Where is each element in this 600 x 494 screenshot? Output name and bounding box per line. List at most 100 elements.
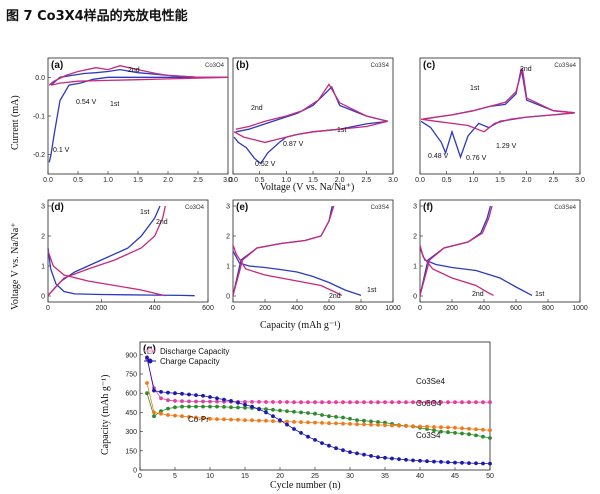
sample-label: Co3O4 <box>205 63 225 69</box>
annotation: 2nd <box>156 219 168 226</box>
series-point-Co3Se4 <box>369 400 373 405</box>
panel-letter: (e) <box>236 202 248 213</box>
series-point-Co3S4 <box>313 438 317 442</box>
series-point-Co3Se4 <box>404 400 408 405</box>
x-tick-label: 0.0 <box>228 177 238 184</box>
series-point-Co3O4 <box>306 411 310 415</box>
series-point-Co-Pr <box>327 421 331 426</box>
y-tick-label: 2 <box>413 234 417 241</box>
series-line-1st-charge <box>47 205 161 296</box>
x-tick-label: 3.0 <box>388 177 398 184</box>
series-point-Co3S4 <box>327 443 331 448</box>
series-point-Co3O4 <box>194 404 198 409</box>
series-point-Co3S4 <box>446 460 450 465</box>
series-point-Co3S4 <box>173 391 177 396</box>
panel-d: 0 200 400 600 0 1 2 3 (d) Co3O4 1st 2nd <box>41 199 214 312</box>
x-tick-label: 1.0 <box>281 177 291 184</box>
x-tick-label: 2.5 <box>548 177 558 184</box>
series-point-Co3O4 <box>187 404 191 409</box>
y-tick-label: 0 <box>41 294 45 301</box>
series-point-Co-Pr <box>236 417 240 422</box>
x-tick-label: 45 <box>451 473 459 480</box>
panels-group: 0.0 0.5 1.0 1.5 2.0 2.5 3.0 -0.2 -0.1 0.0 (a) Co3O4… <box>33 57 588 480</box>
series-point-Co-Pr <box>222 417 226 422</box>
series-point-Co-Pr <box>145 381 149 385</box>
series-point-Co3S4 <box>320 441 324 445</box>
sample-label: Co3Se4 <box>554 63 576 69</box>
series-point-Co3S4 <box>369 454 373 458</box>
series-line-1st <box>48 68 228 163</box>
series-label: Co3S4 <box>416 431 441 440</box>
series-point-Co3O4 <box>348 416 352 421</box>
series-point-Co3S4 <box>376 455 380 460</box>
series-point-Co3S4 <box>299 431 303 435</box>
series-line-1st <box>419 247 533 296</box>
series-point-Co3S4 <box>404 457 408 462</box>
series-point-Co-Pr <box>404 424 408 428</box>
sample-label: Co3O4 <box>185 205 205 211</box>
series-point-Co-Pr <box>355 422 359 427</box>
series-point-Co3Se4 <box>306 400 310 405</box>
panel-f: 0 200 400 600 800 1000 0 1 2 3 (f) Co3Se4 2nd 1st <box>413 199 588 312</box>
x-tick-label: 200 <box>446 305 458 312</box>
x-tick-label: 0 <box>418 305 422 312</box>
series-point-Co3Se4 <box>278 400 282 404</box>
series-point-Co3Se4 <box>159 396 163 401</box>
series-label: Co3Se4 <box>416 377 445 386</box>
series-line-2nd-charge <box>232 205 335 296</box>
x-tick-label: 600 <box>510 305 522 312</box>
series-point-Co3S4 <box>208 395 212 399</box>
series-point-Co3O4 <box>439 429 443 434</box>
series-point-Co-Pr <box>467 426 471 431</box>
x-tick-label: 1.0 <box>103 177 113 184</box>
annotation: 2nd <box>128 67 140 74</box>
series-point-Co3S4 <box>271 414 275 419</box>
panel-letter: (b) <box>236 60 249 71</box>
sample-label: Co3S4 <box>371 63 390 69</box>
series-point-Co3O4 <box>355 418 359 422</box>
series-point-Co3Se4 <box>215 399 219 404</box>
series-point-Co3Se4 <box>460 400 464 405</box>
panel-g: 051015202530354045500150300450600750900(… <box>125 341 494 480</box>
series-point-Co3S4 <box>201 393 205 398</box>
x-tick-label: 0 <box>138 473 142 480</box>
annotation: 0.54 V <box>76 99 97 106</box>
y-tick-label: 0 <box>133 468 137 475</box>
x-tick-label: 35 <box>381 473 389 480</box>
series-point-Co3S4 <box>481 461 485 466</box>
y-tick-label: 150 <box>125 448 137 455</box>
annotation: 1st <box>535 291 544 298</box>
series-point-Co3O4 <box>488 436 492 440</box>
series-point-Co3O4 <box>327 414 331 419</box>
series-point-Co3Se4 <box>467 400 471 405</box>
series-point-Co-Pr <box>229 417 233 422</box>
series-point-Co3S4 <box>348 450 352 454</box>
x-tick-label: 50 <box>486 473 494 480</box>
series-point-Co3Se4 <box>474 400 478 405</box>
series-point-Co-Pr <box>460 426 464 431</box>
series-point-Co3O4 <box>145 391 149 396</box>
series-point-Co3Se4 <box>425 400 429 405</box>
series-point-Co-Pr <box>488 428 492 433</box>
series-point-Co-Pr <box>418 424 422 429</box>
y-tick-label: 3 <box>226 204 230 211</box>
series-line-1st-charge <box>232 205 333 296</box>
series-point-Co3Se4 <box>439 400 443 405</box>
x-tick-label: 2.5 <box>193 177 203 184</box>
panel-frame <box>47 199 209 303</box>
series-point-Co-Pr <box>173 413 177 418</box>
series-point-Co3S4 <box>334 446 338 451</box>
series-point-Co3Se4 <box>201 399 205 404</box>
x-tick-label: 2.0 <box>163 177 173 184</box>
series-point-Co-Pr <box>215 417 219 421</box>
series-point-Co3S4 <box>474 461 478 466</box>
panel-c: 0.0 0.5 1.0 1.5 2.0 2.5 3.0 (c) Co3Se4 1st 2nd 0.48… <box>415 57 585 184</box>
series-line-2nd <box>47 250 166 297</box>
x-tick-label: 1000 <box>572 305 588 312</box>
x-tick-label: 15 <box>241 473 249 480</box>
series-point-Co3Se4 <box>481 400 485 405</box>
x-tick-label: 1000 <box>385 305 401 312</box>
series-point-Co3Se4 <box>166 398 170 403</box>
series-point-Co3S4 <box>278 418 282 422</box>
series-point-Co-Pr <box>292 420 296 424</box>
